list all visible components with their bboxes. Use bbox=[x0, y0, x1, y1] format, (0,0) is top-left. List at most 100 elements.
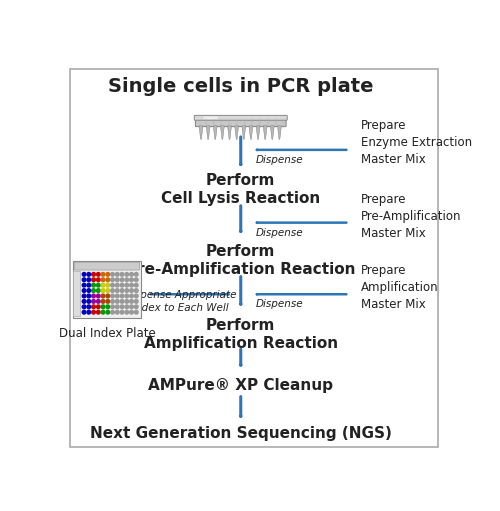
FancyBboxPatch shape bbox=[70, 69, 438, 447]
Circle shape bbox=[120, 294, 124, 298]
Circle shape bbox=[96, 272, 100, 276]
Circle shape bbox=[120, 305, 124, 309]
Circle shape bbox=[96, 278, 100, 282]
Circle shape bbox=[87, 305, 90, 309]
Circle shape bbox=[82, 283, 86, 287]
Circle shape bbox=[116, 294, 119, 298]
Circle shape bbox=[116, 310, 119, 314]
Circle shape bbox=[110, 310, 114, 314]
Circle shape bbox=[130, 299, 134, 303]
Circle shape bbox=[130, 310, 134, 314]
Circle shape bbox=[120, 278, 124, 282]
Text: Next Generation Sequencing (NGS): Next Generation Sequencing (NGS) bbox=[90, 426, 392, 440]
Circle shape bbox=[116, 299, 119, 303]
Circle shape bbox=[110, 289, 114, 292]
Text: Prepare
Enzyme Extraction
Master Mix: Prepare Enzyme Extraction Master Mix bbox=[361, 119, 472, 166]
Circle shape bbox=[92, 294, 96, 298]
Circle shape bbox=[125, 272, 128, 276]
Circle shape bbox=[96, 283, 100, 287]
Circle shape bbox=[125, 278, 128, 282]
Polygon shape bbox=[278, 126, 281, 140]
Circle shape bbox=[101, 278, 105, 282]
Circle shape bbox=[101, 272, 105, 276]
Text: Perform
Amplification Reaction: Perform Amplification Reaction bbox=[144, 318, 338, 351]
Circle shape bbox=[130, 278, 134, 282]
Circle shape bbox=[116, 278, 119, 282]
Circle shape bbox=[130, 289, 134, 292]
Polygon shape bbox=[270, 126, 274, 140]
Circle shape bbox=[82, 272, 86, 276]
Circle shape bbox=[96, 289, 100, 292]
Polygon shape bbox=[256, 126, 260, 140]
Circle shape bbox=[110, 299, 114, 303]
Circle shape bbox=[134, 305, 138, 309]
Circle shape bbox=[96, 305, 100, 309]
Text: Dispense: Dispense bbox=[256, 228, 304, 238]
Circle shape bbox=[106, 310, 110, 314]
Polygon shape bbox=[214, 126, 217, 140]
Circle shape bbox=[92, 310, 96, 314]
Circle shape bbox=[87, 289, 90, 292]
Polygon shape bbox=[249, 126, 253, 140]
Circle shape bbox=[134, 278, 138, 282]
Circle shape bbox=[116, 305, 119, 309]
Polygon shape bbox=[263, 126, 267, 140]
Circle shape bbox=[87, 278, 90, 282]
Circle shape bbox=[125, 305, 128, 309]
Circle shape bbox=[125, 283, 128, 287]
Text: Dispense: Dispense bbox=[256, 155, 304, 165]
Circle shape bbox=[82, 294, 86, 298]
Circle shape bbox=[106, 305, 110, 309]
Polygon shape bbox=[220, 126, 224, 140]
Text: Prepare
Pre-Amplification
Master Mix: Prepare Pre-Amplification Master Mix bbox=[361, 193, 462, 240]
Circle shape bbox=[116, 272, 119, 276]
Circle shape bbox=[101, 299, 105, 303]
Polygon shape bbox=[199, 126, 203, 140]
Circle shape bbox=[87, 272, 90, 276]
Circle shape bbox=[130, 283, 134, 287]
Text: Dual Index Plate: Dual Index Plate bbox=[58, 327, 156, 340]
Text: Dispense: Dispense bbox=[256, 299, 304, 309]
Circle shape bbox=[110, 294, 114, 298]
Circle shape bbox=[125, 294, 128, 298]
Circle shape bbox=[101, 305, 105, 309]
FancyBboxPatch shape bbox=[204, 117, 218, 119]
Circle shape bbox=[130, 305, 134, 309]
FancyBboxPatch shape bbox=[196, 118, 286, 127]
Polygon shape bbox=[234, 126, 238, 140]
Circle shape bbox=[110, 272, 114, 276]
Circle shape bbox=[82, 310, 86, 314]
Circle shape bbox=[101, 289, 105, 292]
Circle shape bbox=[101, 310, 105, 314]
Circle shape bbox=[116, 283, 119, 287]
Circle shape bbox=[130, 272, 134, 276]
Circle shape bbox=[120, 299, 124, 303]
Circle shape bbox=[110, 278, 114, 282]
Circle shape bbox=[92, 278, 96, 282]
Circle shape bbox=[134, 289, 138, 292]
Circle shape bbox=[92, 283, 96, 287]
Circle shape bbox=[134, 272, 138, 276]
Circle shape bbox=[134, 310, 138, 314]
Circle shape bbox=[120, 310, 124, 314]
Circle shape bbox=[106, 299, 110, 303]
Polygon shape bbox=[206, 126, 210, 140]
Circle shape bbox=[87, 299, 90, 303]
FancyBboxPatch shape bbox=[194, 115, 287, 120]
Circle shape bbox=[82, 305, 86, 309]
Circle shape bbox=[96, 294, 100, 298]
Polygon shape bbox=[228, 126, 232, 140]
Text: AMPure® XP Cleanup: AMPure® XP Cleanup bbox=[148, 379, 333, 393]
FancyBboxPatch shape bbox=[73, 261, 141, 318]
Circle shape bbox=[120, 283, 124, 287]
FancyBboxPatch shape bbox=[74, 262, 140, 270]
Circle shape bbox=[87, 310, 90, 314]
Circle shape bbox=[101, 294, 105, 298]
Circle shape bbox=[106, 278, 110, 282]
Circle shape bbox=[106, 289, 110, 292]
FancyBboxPatch shape bbox=[73, 271, 80, 316]
Circle shape bbox=[82, 278, 86, 282]
Circle shape bbox=[82, 289, 86, 292]
Circle shape bbox=[101, 283, 105, 287]
Circle shape bbox=[125, 310, 128, 314]
